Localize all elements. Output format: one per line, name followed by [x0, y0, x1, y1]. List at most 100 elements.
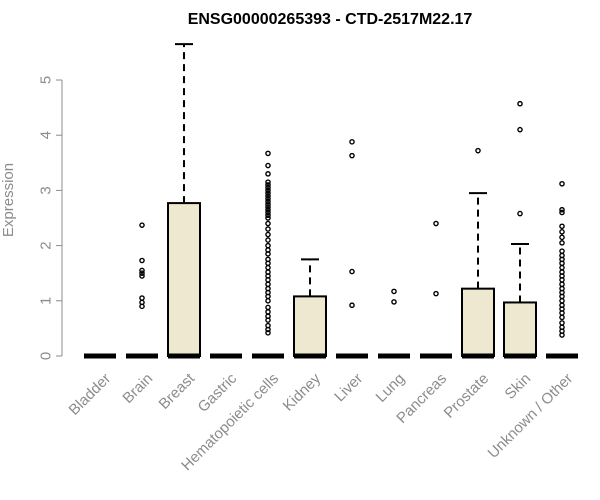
outlier-point: [559, 248, 565, 254]
category-label: Skin: [502, 370, 535, 403]
outlier-point: [559, 252, 565, 259]
outlier-point: [391, 288, 397, 295]
outlier-point: [265, 231, 271, 238]
outlier-point: [265, 182, 271, 188]
outlier-point: [559, 264, 565, 271]
outlier-point: [265, 281, 271, 288]
category-label: Brain: [119, 370, 156, 407]
outlier-point: [265, 206, 271, 213]
category-label: Lung: [373, 370, 409, 406]
outlier-point: [559, 206, 565, 213]
outlier-point: [265, 247, 271, 253]
outlier-point: [265, 193, 271, 199]
outlier-point: [265, 204, 271, 210]
outlier-point: [265, 322, 271, 329]
outlier-point: [265, 215, 271, 221]
category-label: Prostate: [441, 370, 493, 422]
outlier-point: [475, 147, 481, 154]
outlier-point: [265, 269, 271, 275]
category-label: Bladder: [66, 370, 115, 419]
chart-title: ENSG00000265393 - CTD-2517M22.17: [188, 11, 473, 28]
y-tick-label: 3: [38, 186, 55, 194]
y-tick-label: 4: [38, 131, 55, 139]
outlier-point: [265, 209, 271, 216]
outlier-point: [349, 152, 355, 159]
y-tick-label: 2: [38, 241, 55, 249]
box-group: [252, 150, 284, 359]
outlier-point: [349, 268, 355, 275]
outlier-point: [559, 223, 565, 230]
outlier-point: [265, 330, 271, 336]
outlier-point: [433, 290, 439, 297]
boxes: [84, 43, 578, 359]
outlier-point: [559, 285, 565, 292]
y-tick-label: 0: [38, 352, 55, 360]
outlier-point: [265, 237, 271, 243]
outlier-point: [559, 302, 565, 309]
box-group: [293, 258, 327, 359]
outlier-point: [265, 162, 271, 169]
outlier-point: [559, 320, 565, 326]
y-tick-label: 1: [38, 297, 55, 305]
box-group: [336, 139, 368, 359]
box: [461, 287, 495, 358]
outlier-point: [559, 314, 565, 321]
outlier-point: [139, 270, 145, 277]
outlier-point: [265, 195, 271, 202]
outlier-point: [265, 201, 271, 207]
box-group: [126, 222, 158, 359]
y-axis: 0 1 2 3 4 5: [38, 76, 63, 360]
outlier-point: [265, 226, 271, 232]
category-label: Breast: [156, 370, 199, 413]
outlier-point: [559, 228, 565, 235]
outlier-point: [265, 304, 271, 311]
outlier-point: [517, 210, 523, 217]
box-group: [546, 180, 578, 359]
box: [293, 295, 327, 358]
outlier-point: [265, 179, 271, 185]
outlier-point: [559, 297, 565, 304]
box-group: [461, 147, 495, 359]
outlier-point: [265, 309, 271, 315]
outlier-point: [517, 100, 523, 107]
outlier-point: [559, 180, 565, 187]
outlier-point: [265, 285, 271, 292]
outlier-point: [265, 190, 271, 196]
category-label: Liver: [331, 370, 366, 405]
outlier-point: [265, 212, 271, 219]
box-group: [167, 43, 201, 359]
y-tick-label: 5: [38, 76, 55, 84]
outlier-point: [265, 242, 271, 249]
outlier-point: [517, 126, 523, 133]
outlier-point: [139, 267, 145, 274]
category-label: Kidney: [280, 370, 325, 415]
outlier-point: [265, 171, 271, 177]
outlier-point: [559, 209, 565, 216]
outlier-point: [559, 324, 565, 331]
outlier-point: [265, 198, 271, 205]
outlier-point: [265, 297, 271, 304]
outlier-point: [139, 257, 145, 264]
outlier-point: [139, 299, 145, 306]
outlier-point: [391, 299, 397, 305]
outlier-point: [139, 222, 145, 228]
outlier-point: [139, 273, 145, 279]
outlier-point: [265, 256, 271, 263]
outlier-point: [139, 295, 145, 301]
outlier-point: [433, 220, 439, 227]
outlier-point: [265, 264, 271, 271]
outlier-point: [265, 220, 271, 227]
box: [503, 301, 537, 357]
outlier-point: [349, 139, 355, 145]
outlier-point: [265, 184, 271, 191]
box-group: [503, 100, 537, 359]
y-axis-label: Expression: [0, 163, 17, 237]
outlier-point: [559, 234, 565, 241]
outlier-point: [265, 187, 271, 194]
outlier-point: [559, 269, 565, 275]
outlier-point: [349, 302, 355, 309]
box-group: [420, 220, 452, 359]
outlier-point: [559, 240, 565, 246]
